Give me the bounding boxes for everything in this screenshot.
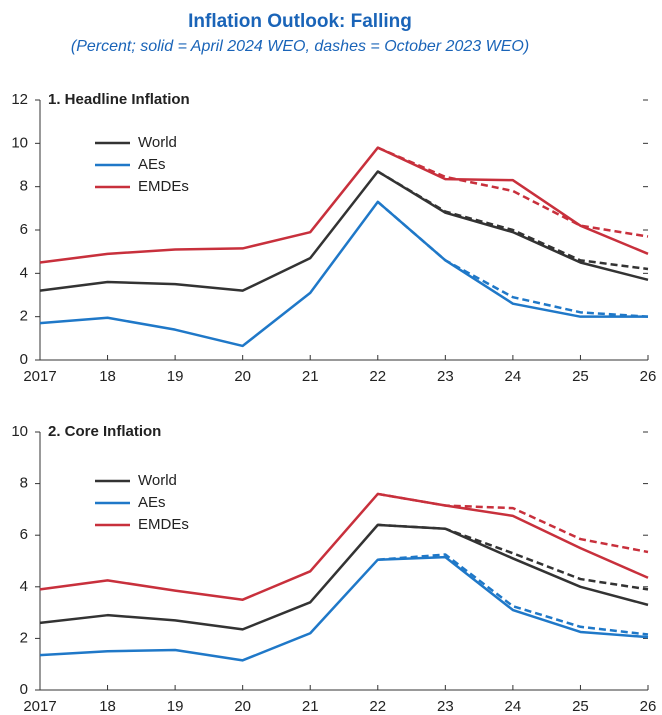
series-line (377, 146, 649, 238)
x-tick-label: 25 (572, 368, 589, 385)
series-line (377, 492, 649, 554)
series-line (377, 523, 649, 591)
x-tick-label: 18 (99, 698, 116, 715)
legend-label: AEs (138, 494, 166, 511)
series-line (376, 200, 649, 318)
chart-subtitle: (Percent; solid = April 2024 WEO, dashes… (71, 38, 529, 55)
x-tick-label: 22 (369, 368, 386, 385)
y-tick-label: 4 (20, 264, 28, 281)
legend-label: EMDEs (138, 516, 189, 533)
y-tick-label: 10 (11, 134, 28, 151)
series-line (377, 170, 649, 271)
series-line (39, 523, 649, 631)
x-tick-label: 18 (99, 368, 116, 385)
x-tick-label: 23 (437, 698, 454, 715)
x-tick-label: 23 (437, 368, 454, 385)
y-tick-label: 12 (11, 91, 28, 108)
legend-label: World (138, 472, 177, 489)
y-tick-label: 2 (20, 308, 28, 325)
y-tick-label: 2 (20, 629, 28, 646)
legend-label: World (138, 134, 177, 151)
x-tick-label: 26 (640, 368, 657, 385)
y-tick-label: 0 (20, 681, 28, 698)
y-tick-label: 4 (20, 578, 28, 595)
x-tick-label: 20 (234, 698, 251, 715)
y-tick-label: 6 (20, 526, 28, 543)
series-line (39, 146, 649, 264)
series-line (39, 555, 649, 662)
y-tick-label: 0 (20, 351, 28, 368)
x-tick-label: 2017 (23, 368, 56, 385)
chart-title: Inflation Outlook: Falling (188, 11, 412, 32)
x-tick-label: 22 (369, 698, 386, 715)
x-tick-label: 24 (505, 698, 522, 715)
panel-title: 1. Headline Inflation (48, 91, 190, 108)
x-tick-label: 25 (572, 698, 589, 715)
x-tick-label: 20 (234, 368, 251, 385)
series-line (39, 492, 649, 601)
legend-label: AEs (138, 156, 166, 173)
x-tick-label: 19 (167, 698, 184, 715)
x-tick-label: 26 (640, 698, 657, 715)
y-tick-label: 8 (20, 178, 28, 195)
x-tick-label: 2017 (23, 698, 56, 715)
x-tick-label: 24 (505, 368, 522, 385)
panel-title: 2. Core Inflation (48, 423, 161, 440)
x-tick-label: 19 (167, 368, 184, 385)
x-tick-label: 21 (302, 698, 319, 715)
y-tick-label: 10 (11, 423, 28, 440)
series-line (39, 200, 648, 348)
y-tick-label: 8 (20, 475, 28, 492)
series-line (39, 170, 649, 292)
series-line (377, 553, 649, 636)
legend-label: EMDEs (138, 178, 189, 195)
y-tick-label: 6 (20, 221, 28, 238)
x-tick-label: 21 (302, 368, 319, 385)
